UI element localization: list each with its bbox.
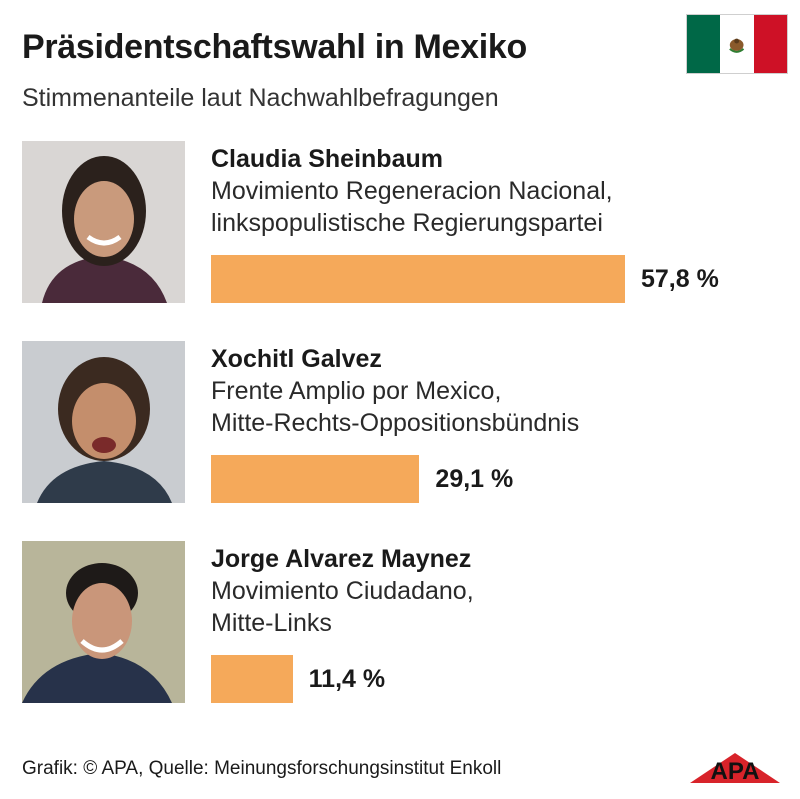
value-label: 57,8 %: [641, 265, 719, 293]
mexico-flag-icon: [686, 14, 788, 74]
bar: [211, 655, 293, 703]
candidate-name: Claudia Sheinbaum: [211, 145, 443, 173]
candidate-party: Frente Amplio por Mexico, Mitte-Rechts-O…: [211, 377, 580, 437]
bar: [211, 255, 625, 303]
source-note: Grafik: © APA, Quelle: Meinungsforschung…: [22, 758, 502, 779]
chart-title: Präsidentschaftswahl in Mexiko: [22, 28, 527, 66]
candidate-name: Jorge Alvarez Maynez: [211, 545, 472, 573]
apa-logo: APA: [690, 745, 780, 785]
svg-text:APA: APA: [711, 758, 760, 785]
bar: [211, 455, 420, 503]
candidate-photo: [22, 141, 185, 303]
candidate-name: Xochitl Galvez: [211, 345, 382, 373]
value-label: 11,4 %: [308, 665, 386, 693]
value-label: 29,1 %: [435, 465, 514, 493]
candidate-photo: [22, 341, 185, 503]
candidate-row: Jorge Alvarez Maynez Movimiento Ciudadan…: [0, 541, 800, 711]
candidate-party: Movimiento Ciudadano, Mitte-Links: [211, 577, 474, 637]
candidate-photo: [22, 541, 185, 703]
candidate-row: Claudia Sheinbaum Movimiento Regeneracio…: [0, 141, 800, 311]
candidate-party: Movimiento Regeneracion Nacional, linksp…: [211, 177, 613, 237]
chart-subtitle: Stimmenanteile laut Nachwahlbefragungen: [22, 84, 499, 112]
candidate-row: Xochitl Galvez Frente Amplio por Mexico,…: [0, 341, 800, 511]
